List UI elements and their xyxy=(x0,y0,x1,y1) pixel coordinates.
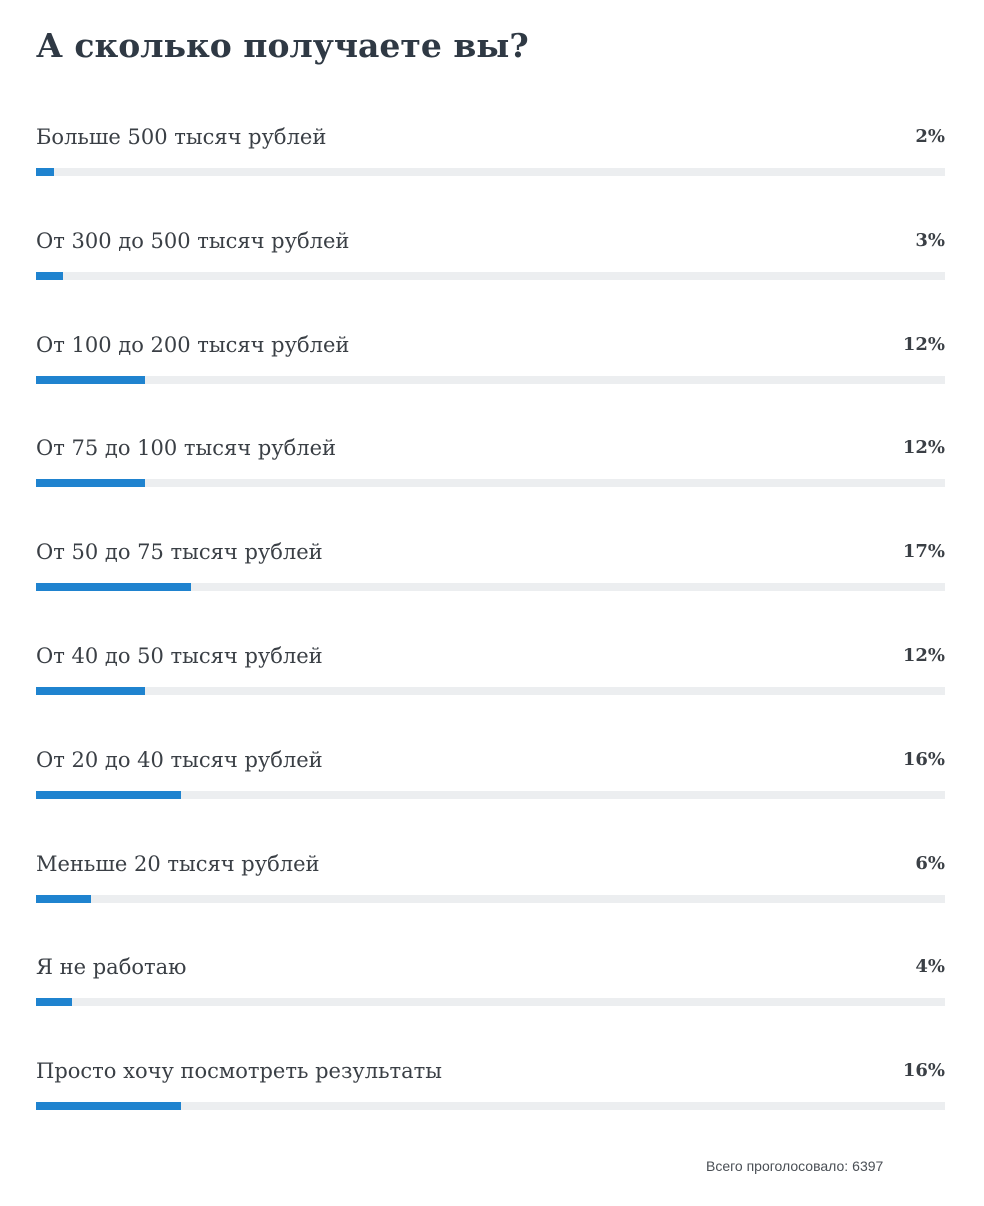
option-label: От 75 до 100 тысяч рублей xyxy=(36,436,337,460)
poll-option: От 300 до 500 тысяч рублей 3% xyxy=(36,226,945,296)
result-bar-track xyxy=(36,583,945,591)
result-bar-track xyxy=(36,998,945,1006)
total-votes: Всего проголосовало: 6397 xyxy=(706,1156,883,1176)
result-bar-fill xyxy=(36,998,72,1006)
result-bar-fill xyxy=(36,1102,181,1110)
result-bar-track xyxy=(36,272,945,280)
total-votes-count: 6397 xyxy=(852,1158,884,1174)
poll-option: Больше 500 тысяч рублей 2% xyxy=(36,122,945,192)
result-bar-fill xyxy=(36,376,145,384)
option-percent: 12% xyxy=(902,334,945,355)
option-percent: 4% xyxy=(915,956,945,977)
option-percent: 12% xyxy=(902,437,945,458)
option-percent: 2% xyxy=(915,126,945,147)
poll-option: От 75 до 100 тысяч рублей 12% xyxy=(36,433,945,503)
option-percent: 6% xyxy=(915,853,945,874)
option-label: От 300 до 500 тысяч рублей xyxy=(36,229,350,253)
result-bar-fill xyxy=(36,168,54,176)
result-bar-track xyxy=(36,1102,945,1110)
poll-option: Я не работаю 4% xyxy=(36,952,945,1022)
option-label: От 40 до 50 тысяч рублей xyxy=(36,644,323,668)
result-bar-fill xyxy=(36,791,181,799)
result-bar-track xyxy=(36,168,945,176)
result-bar-fill xyxy=(36,687,145,695)
option-percent: 17% xyxy=(902,541,945,562)
option-percent: 3% xyxy=(915,230,945,251)
option-label: От 20 до 40 тысяч рублей xyxy=(36,748,323,772)
result-bar-fill xyxy=(36,479,145,487)
poll-option: От 100 до 200 тысяч рублей 12% xyxy=(36,330,945,400)
result-bar-fill xyxy=(36,583,191,591)
total-votes-label: Всего проголосовало: xyxy=(706,1158,849,1174)
option-percent: 16% xyxy=(902,749,945,770)
result-bar-track xyxy=(36,479,945,487)
result-bar-track xyxy=(36,791,945,799)
option-percent: 16% xyxy=(902,1060,945,1081)
poll-option: От 40 до 50 тысяч рублей 12% xyxy=(36,641,945,711)
option-label: От 50 до 75 тысяч рублей xyxy=(36,540,323,564)
result-bar-fill xyxy=(36,272,63,280)
poll-option: Просто хочу посмотреть результаты 16% xyxy=(36,1056,945,1126)
result-bar-track xyxy=(36,895,945,903)
option-label: Больше 500 тысяч рублей xyxy=(36,125,327,149)
option-label: Просто хочу посмотреть результаты xyxy=(36,1059,443,1083)
result-bar-track xyxy=(36,687,945,695)
poll-option: От 50 до 75 тысяч рублей 17% xyxy=(36,537,945,607)
option-label: Меньше 20 тысяч рублей xyxy=(36,852,320,876)
option-label: Я не работаю xyxy=(36,955,187,979)
option-label: От 100 до 200 тысяч рублей xyxy=(36,333,350,357)
result-bar-fill xyxy=(36,895,91,903)
poll-title: А сколько получаете вы? xyxy=(36,26,529,65)
poll-option: Меньше 20 тысяч рублей 6% xyxy=(36,849,945,919)
result-bar-track xyxy=(36,376,945,384)
option-percent: 12% xyxy=(902,645,945,666)
poll-option: От 20 до 40 тысяч рублей 16% xyxy=(36,745,945,815)
